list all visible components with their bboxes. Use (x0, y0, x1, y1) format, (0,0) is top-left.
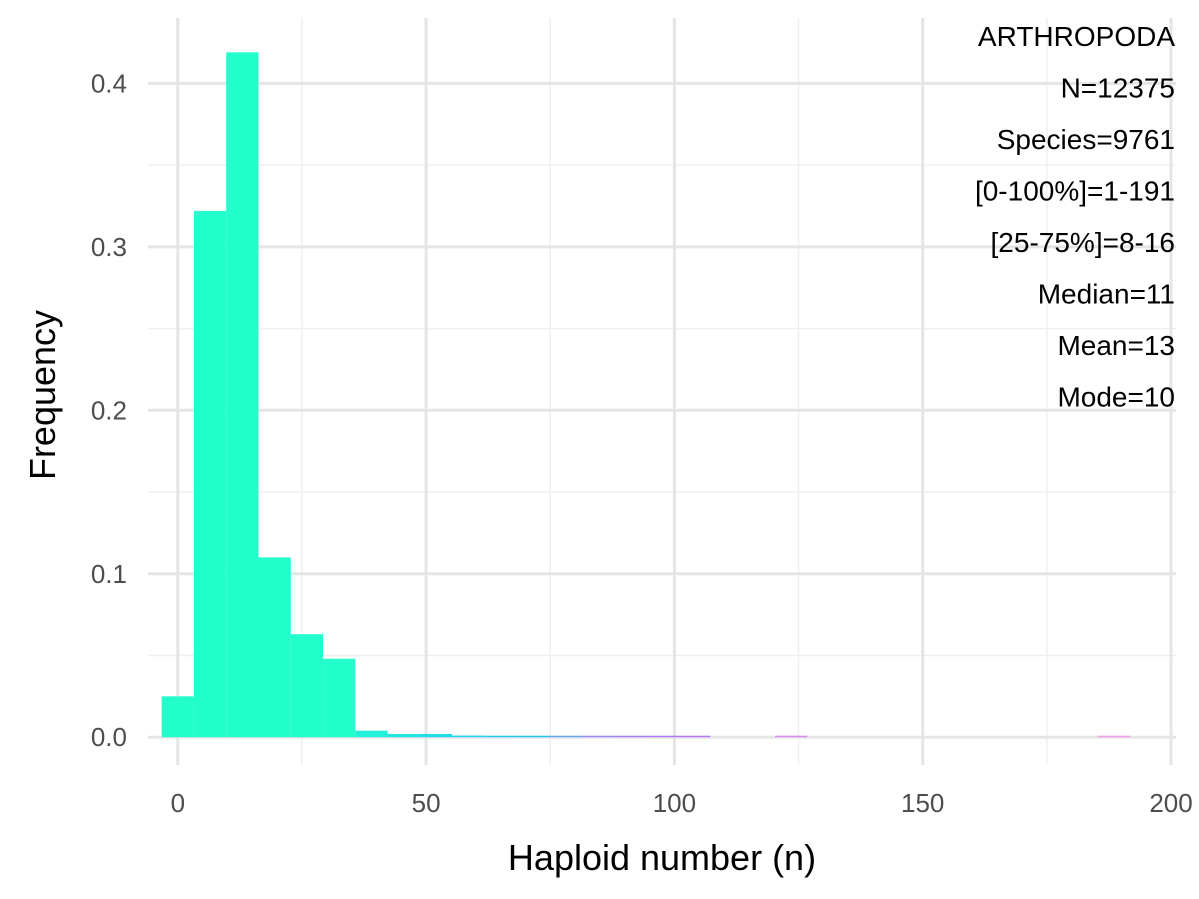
summary-annotations: ARTHROPODA N=12375 Species=9761 [0-100%]=1-… (975, 21, 1175, 413)
y-tick-label: 0.0 (91, 722, 127, 752)
histogram-bar (613, 735, 646, 738)
histogram-bar (678, 735, 711, 738)
histogram-bar (387, 733, 420, 738)
y-tick-label: 0.4 (91, 68, 127, 98)
summary-annotation-line: Mode=10 (1057, 382, 1175, 413)
histogram-bar (645, 735, 679, 738)
x-axis-title: Haploid number (n) (508, 837, 816, 878)
summary-annotation-line: [0-100%]=1-191 (975, 176, 1175, 207)
histogram-bar (226, 52, 259, 738)
histogram-bar (355, 730, 388, 738)
y-tick-label: 0.3 (91, 232, 127, 262)
summary-annotation-line: Median=11 (1038, 279, 1175, 310)
y-tick-label: 0.1 (91, 559, 127, 589)
x-tick-label: 50 (412, 788, 441, 818)
histogram-bar (290, 634, 324, 738)
histogram-bar (161, 696, 194, 738)
y-axis-title: Frequency (22, 310, 63, 480)
x-tick-label: 0 (171, 788, 185, 818)
summary-annotation-line: Species=9761 (997, 124, 1175, 155)
y-tick-label: 0.2 (91, 395, 127, 425)
summary-annotation-line: N=12375 (1061, 73, 1175, 104)
histogram-bar (516, 735, 550, 738)
histogram-bar (484, 735, 517, 738)
summary-annotation-line: ARTHROPODA (978, 21, 1175, 52)
histogram-bar (258, 557, 291, 738)
histogram-bar (193, 210, 227, 738)
histogram-bar (581, 735, 614, 738)
histogram-bar (774, 735, 808, 738)
histogram-bar (323, 658, 356, 738)
histogram-bars (161, 52, 1131, 738)
summary-annotation-line: Mean=13 (1057, 330, 1175, 361)
histogram-bar (549, 735, 582, 738)
x-tick-label: 150 (901, 788, 944, 818)
x-tick-label: 100 (653, 788, 696, 818)
x-tick-label: 200 (1149, 788, 1192, 818)
histogram-bar (452, 735, 485, 738)
summary-annotation-line: [25-75%]=8-16 (991, 227, 1175, 258)
histogram-bar (419, 733, 453, 738)
histogram-bar (1097, 735, 1131, 738)
y-axis-tick-labels: 0.0 0.1 0.2 0.3 0.4 (91, 68, 127, 752)
x-axis-tick-labels: 0 50 100 150 200 (171, 788, 1193, 818)
